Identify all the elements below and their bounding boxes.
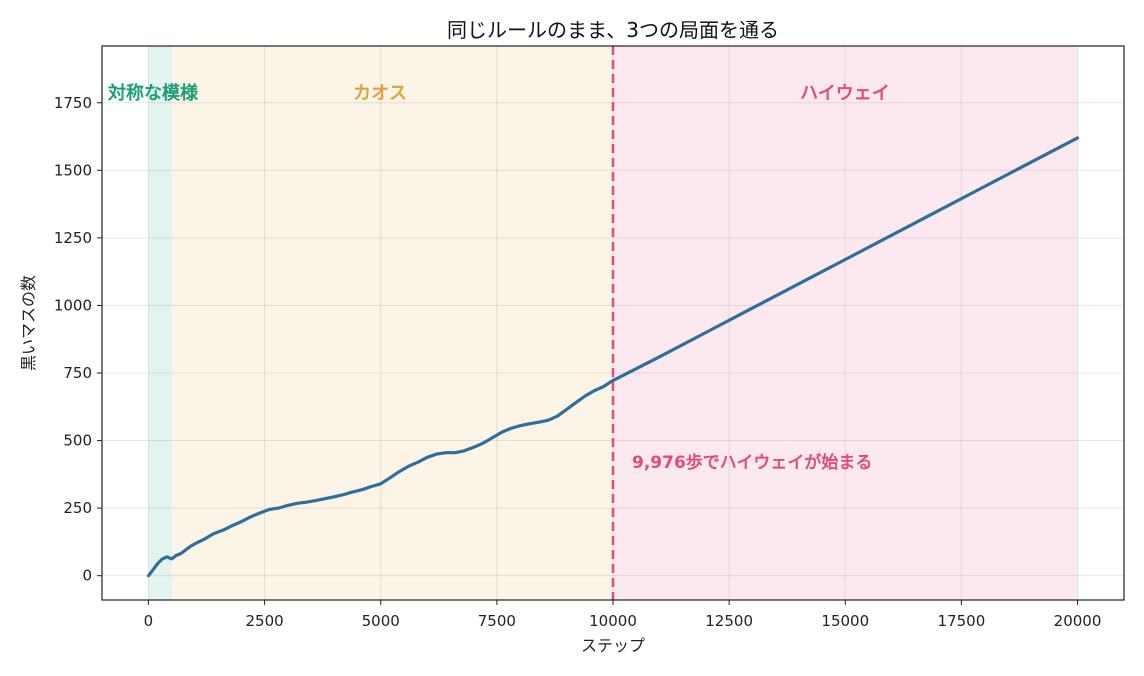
x-tick-label: 15000 [821,612,869,630]
y-tick-label: 1250 [54,229,92,247]
x-tick-label: 0 [144,612,154,630]
phase-label-1: カオス [353,83,407,104]
x-tick-label: 7500 [478,612,516,630]
x-tick-label: 17500 [938,612,986,630]
y-tick-label: 750 [63,364,92,382]
phase-region-0 [148,46,172,600]
phase-label-2: ハイウェイ [800,83,890,104]
x-tick-label: 12500 [705,612,753,630]
x-tick-label: 5000 [362,612,400,630]
y-tick-label: 0 [82,567,92,585]
data-series [146,136,1080,578]
y-tick-label: 1000 [54,296,92,314]
x-tick-label: 20000 [1054,612,1102,630]
highway-start-annotation: 9,976歩でハイウェイが始まる [632,452,872,473]
highway-start-marker: 9,976歩でハイウェイが始まる [611,46,872,600]
x-axis-title: ステップ [581,636,645,655]
phase-regions [148,46,1078,600]
y-tick-label: 1750 [54,94,92,112]
y-tick-label: 1500 [54,161,92,179]
x-tick-label: 2500 [245,612,283,630]
phase-label-0: 対称な模様 [107,82,199,104]
phase-region-2 [613,46,1078,600]
y-tick-label: 500 [63,432,92,450]
y-tick-label: 250 [63,499,92,517]
chart-title: 同じルールのまま、3つの局面を通る [447,18,779,42]
axes: 0 2500 5000 7500 10000 12500 15000 17500 20000 0 2… [54,45,1125,630]
phase-region-1 [171,46,613,600]
y-axis-title: 黒いマスの数 [19,275,38,371]
phase-labels: 対称な模様 カオス ハイウェイ [107,82,890,104]
x-tick-label: 10000 [589,612,637,630]
grid [102,46,1124,600]
series-line [146,136,1080,578]
